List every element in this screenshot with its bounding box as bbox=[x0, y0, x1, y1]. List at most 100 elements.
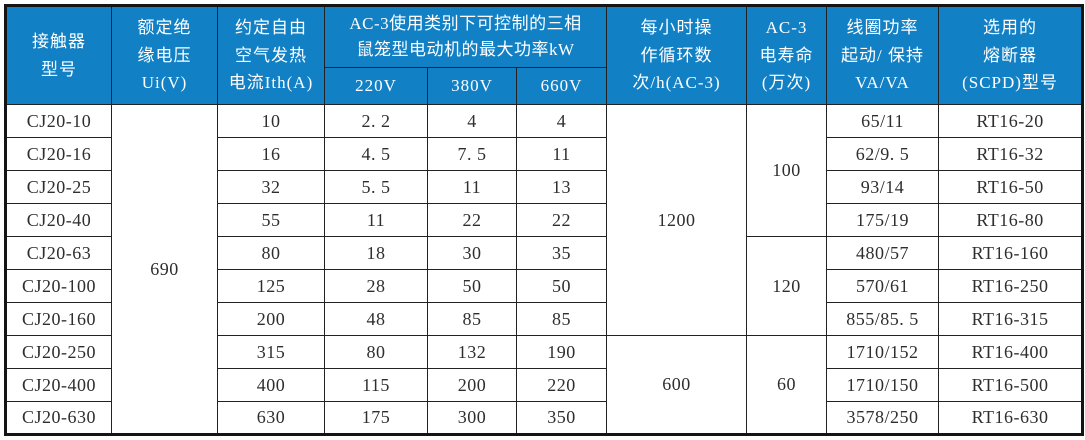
ith-cell: 315 bbox=[217, 335, 325, 369]
fuse-cell: RT16-80 bbox=[938, 203, 1084, 237]
col-header-life: AC-3 电寿命 (万次) bbox=[746, 5, 828, 105]
ith-cell: 32 bbox=[217, 170, 325, 204]
model-cell: CJ20-63 bbox=[5, 236, 112, 270]
fuse-cell: RT16-32 bbox=[938, 137, 1084, 171]
table-row: CJ20-160 200 48 85 85 855/85. 5 RT16-315 bbox=[5, 302, 1084, 336]
kw660-cell: 50 bbox=[515, 269, 608, 303]
table-row: CJ20-100 125 28 50 50 570/61 RT16-250 bbox=[5, 269, 1084, 303]
kw220-cell: 115 bbox=[324, 368, 428, 402]
ith-cell: 16 bbox=[217, 137, 325, 171]
table-row: CJ20-250 315 80 132 190 600 60 1710/152 … bbox=[5, 335, 1084, 435]
kw380-cell: 85 bbox=[427, 302, 517, 336]
kw220-cell: 18 bbox=[324, 236, 428, 270]
table-body: CJ20-10 690 10 2. 2 4 4 1200 100 65/11 R… bbox=[5, 104, 1084, 435]
fuse-cell: RT16-500 bbox=[938, 368, 1084, 402]
col-header-ith: 约定自由 空气发热 电流Ith(A) bbox=[217, 5, 325, 105]
fuse-cell: RT16-50 bbox=[938, 170, 1084, 204]
col-header-660v: 660V bbox=[515, 67, 608, 105]
fuse-cell: RT16-630 bbox=[938, 401, 1084, 435]
kw660-cell: 4 bbox=[515, 104, 608, 138]
table-header: 接触器 型号 额定绝 缘电压 Ui(V) 约定自由 空气发热 电流Ith(A) … bbox=[5, 5, 1084, 105]
kw660-cell: 11 bbox=[515, 137, 608, 171]
kw660-cell: 22 bbox=[515, 203, 608, 237]
col-header-ac3-power: AC-3使用类别下可控制的三相 鼠笼型电动机的最大功率kW bbox=[323, 5, 608, 68]
ith-cell: 125 bbox=[217, 269, 325, 303]
kw220-cell: 2. 2 bbox=[324, 104, 428, 138]
kw220-cell: 11 bbox=[324, 203, 428, 237]
ith-cell: 400 bbox=[217, 368, 325, 402]
col-header-ui: 额定绝 缘电压 Ui(V) bbox=[111, 5, 218, 105]
kw380-cell: 4 bbox=[427, 104, 517, 138]
coil-cell: 855/85. 5 bbox=[826, 302, 940, 336]
model-cell: CJ20-10 bbox=[5, 104, 112, 138]
kw660-cell: 13 bbox=[515, 170, 608, 204]
life-cell: 100 bbox=[746, 104, 828, 237]
ith-cell: 200 bbox=[217, 302, 325, 336]
table-row: CJ20-16 16 4. 5 7. 5 11 62/9. 5 RT16-32 bbox=[5, 137, 1084, 171]
kw220-cell: 28 bbox=[324, 269, 428, 303]
kw220-cell: 5. 5 bbox=[324, 170, 428, 204]
kw380-cell: 132 bbox=[427, 335, 517, 369]
kw220-cell: 80 bbox=[324, 335, 428, 369]
kw380-cell: 50 bbox=[427, 269, 517, 303]
coil-cell: 1710/150 bbox=[826, 368, 940, 402]
model-cell: CJ20-160 bbox=[5, 302, 112, 336]
fuse-cell: RT16-315 bbox=[938, 302, 1084, 336]
ith-cell: 10 bbox=[217, 104, 325, 138]
model-cell: CJ20-25 bbox=[5, 170, 112, 204]
col-header-fuse: 选用的 熔断器 (SCPD)型号 bbox=[938, 5, 1084, 105]
table-row: CJ20-630 630 175 300 350 3578/250 RT16-6… bbox=[5, 401, 1084, 435]
kw660-cell: 190 bbox=[515, 335, 608, 369]
kw220-cell: 175 bbox=[324, 401, 428, 435]
col-header-380v: 380V bbox=[427, 67, 517, 105]
table-row: CJ20-25 32 5. 5 11 13 93/14 RT16-50 bbox=[5, 170, 1084, 204]
kw380-cell: 300 bbox=[427, 401, 517, 435]
col-header-coil: 线圈功率 起动/ 保持 VA/VA bbox=[826, 5, 940, 105]
model-cell: CJ20-630 bbox=[5, 401, 112, 435]
kw220-cell: 48 bbox=[324, 302, 428, 336]
kw660-cell: 220 bbox=[515, 368, 608, 402]
coil-cell: 62/9. 5 bbox=[826, 137, 940, 171]
table-row: CJ20-63 80 18 30 35 120 480/57 RT16-160 bbox=[5, 236, 1084, 336]
coil-cell: 93/14 bbox=[826, 170, 940, 204]
table-row: CJ20-400 400 115 200 220 1710/150 RT16-5… bbox=[5, 368, 1084, 402]
col-header-model: 接触器 型号 bbox=[5, 5, 112, 105]
ith-cell: 630 bbox=[217, 401, 325, 435]
fuse-cell: RT16-400 bbox=[938, 335, 1084, 369]
fuse-cell: RT16-20 bbox=[938, 104, 1084, 138]
model-cell: CJ20-250 bbox=[5, 335, 112, 369]
coil-cell: 175/19 bbox=[826, 203, 940, 237]
contactor-spec-table: 接触器 型号 额定绝 缘电压 Ui(V) 约定自由 空气发热 电流Ith(A) … bbox=[4, 4, 1085, 436]
coil-cell: 570/61 bbox=[826, 269, 940, 303]
model-cell: CJ20-100 bbox=[5, 269, 112, 303]
kw380-cell: 11 bbox=[427, 170, 517, 204]
ith-cell: 80 bbox=[217, 236, 325, 270]
life-cell: 60 bbox=[746, 335, 828, 435]
col-header-220v: 220V bbox=[324, 67, 428, 105]
cycles-cell: 1200 bbox=[606, 104, 748, 336]
model-cell: CJ20-400 bbox=[5, 368, 112, 402]
coil-cell: 3578/250 bbox=[826, 401, 940, 435]
coil-cell: 480/57 bbox=[826, 236, 940, 270]
fuse-cell: RT16-250 bbox=[938, 269, 1084, 303]
coil-cell: 65/11 bbox=[826, 104, 940, 138]
model-cell: CJ20-16 bbox=[5, 137, 112, 171]
life-cell: 120 bbox=[746, 236, 828, 336]
kw380-cell: 200 bbox=[427, 368, 517, 402]
table-row: CJ20-40 55 11 22 22 175/19 RT16-80 bbox=[5, 203, 1084, 237]
kw660-cell: 35 bbox=[515, 236, 608, 270]
col-header-cycles: 每小时操 作循环数 次/h(AC-3) bbox=[606, 5, 748, 105]
ui-cell: 690 bbox=[111, 104, 218, 435]
table-row: CJ20-10 690 10 2. 2 4 4 1200 100 65/11 R… bbox=[5, 104, 1084, 435]
fuse-cell: RT16-160 bbox=[938, 236, 1084, 270]
ith-cell: 55 bbox=[217, 203, 325, 237]
kw380-cell: 7. 5 bbox=[427, 137, 517, 171]
kw380-cell: 30 bbox=[427, 236, 517, 270]
model-cell: CJ20-40 bbox=[5, 203, 112, 237]
cycles-cell: 600 bbox=[606, 335, 748, 435]
kw660-cell: 85 bbox=[515, 302, 608, 336]
kw660-cell: 350 bbox=[515, 401, 608, 435]
kw220-cell: 4. 5 bbox=[324, 137, 428, 171]
coil-cell: 1710/152 bbox=[826, 335, 940, 369]
